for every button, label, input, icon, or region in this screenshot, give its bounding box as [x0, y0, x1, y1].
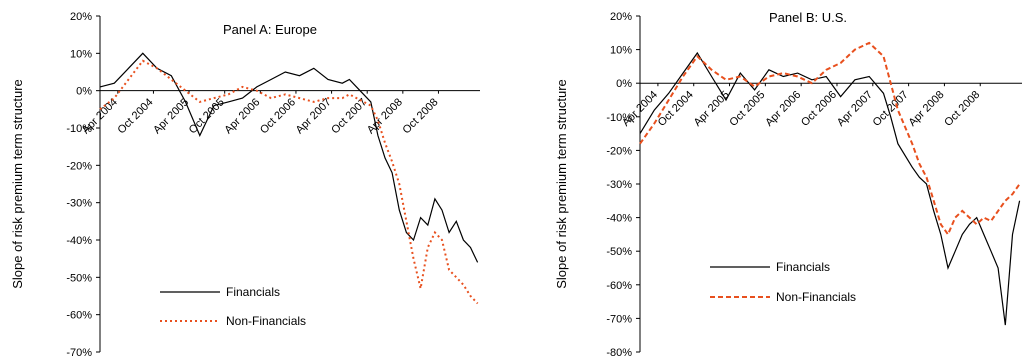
series-line-financials: [639, 51, 1021, 326]
chart-title: Panel B: U.S.: [769, 10, 847, 25]
y-tick-label: -40%: [66, 235, 92, 247]
y-tick-label: -40%: [606, 213, 632, 225]
legend-label: Financials: [776, 260, 830, 274]
y-tick-label: 20%: [610, 11, 632, 23]
y-tick-label: -20%: [606, 145, 632, 157]
line-chart: 20% 10% 0% -10% -20% -30% -40% -50% -60% -70% -80%…: [554, 10, 1022, 356]
y-tick-label: -30%: [66, 198, 92, 210]
y-tick-label: -70%: [606, 313, 632, 325]
x-tick-label: Oct 2006: [258, 96, 298, 136]
legend-label: Non-Financials: [226, 314, 306, 328]
x-tick-label: Oct 2008: [401, 96, 441, 136]
y-tick-label: 10%: [70, 48, 92, 60]
x-tick-label: Apr 2007: [835, 89, 875, 129]
x-tick-label: Oct 2006: [799, 89, 839, 129]
x-tick-label: Apr 2008: [906, 89, 946, 129]
series-line-non-financials: [639, 41, 1021, 237]
x-tick-label: Oct 2007: [329, 96, 369, 136]
x-tick-label: Oct 2007: [871, 89, 911, 129]
series-line-financials: [99, 52, 479, 263]
y-tick-label: 20%: [70, 11, 92, 23]
chart-panel-europe: 20% 10% 0% -10% -20% -30% -40% -50% -60% -70% Apr …: [0, 0, 500, 356]
x-tick-label: Apr 2005: [692, 89, 732, 129]
x-tick-label: Oct 2004: [116, 96, 156, 136]
y-axis-label: Slope of risk premium term structure: [554, 79, 569, 289]
y-tick-label: -10%: [606, 112, 632, 124]
y-axis-label: Slope of risk premium term structure: [10, 79, 25, 289]
y-tick-label: -60%: [66, 310, 92, 322]
y-tick-label: -30%: [606, 179, 632, 191]
x-tick-label: Oct 2005: [727, 89, 767, 129]
chart-panel-us: 20% 10% 0% -10% -20% -30% -40% -50% -60% -70% -80%…: [540, 0, 1024, 356]
line-chart: 20%10%0%-10%-20%-30%-40%-50%-60%-70%Apr …: [10, 11, 480, 356]
y-tick-label: -60%: [606, 280, 632, 292]
legend-label: Financials: [226, 285, 280, 299]
x-tick-label: Oct 2005: [187, 96, 227, 136]
y-tick-label: -10%: [66, 123, 92, 135]
y-tick-label: -20%: [66, 160, 92, 172]
y-tick-label: -50%: [66, 272, 92, 284]
y-tick-label: 0%: [76, 86, 92, 98]
legend-label: Non-Financials: [776, 290, 856, 304]
y-tick-label: -50%: [606, 246, 632, 258]
x-tick-label: Oct 2008: [942, 89, 982, 129]
y-tick-label: 0%: [616, 78, 632, 90]
chart-title: Panel A: Europe: [223, 22, 317, 37]
y-tick-label: -70%: [66, 347, 92, 356]
x-tick-label: Oct 2004: [656, 89, 696, 129]
x-tick-label: Apr 2006: [763, 89, 803, 129]
y-tick-label: 10%: [610, 45, 632, 57]
y-tick-label: -80%: [606, 347, 632, 356]
